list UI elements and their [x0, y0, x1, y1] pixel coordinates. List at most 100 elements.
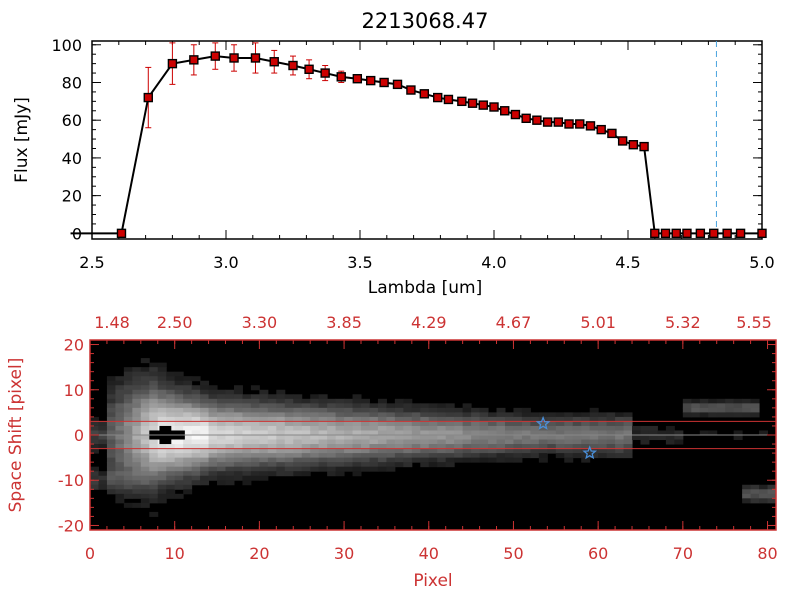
heatmap-cell — [123, 444, 133, 450]
heatmap-cell — [174, 457, 184, 463]
heatmap-cell — [90, 444, 99, 450]
heatmap-cell — [361, 421, 370, 427]
heatmap-cell — [504, 416, 514, 422]
heatmap-cell — [496, 416, 506, 422]
heatmap-cell — [233, 435, 243, 441]
heatmap-cell — [233, 416, 243, 422]
heatmap-cell — [344, 453, 354, 459]
heatmap-cell — [555, 435, 565, 441]
axis-ticks — [91, 41, 763, 239]
heatmap-cell — [149, 444, 159, 450]
heatmap-cell — [759, 489, 769, 495]
heatmap-cell — [369, 403, 379, 409]
heatmap-cell — [521, 430, 531, 436]
heatmap-cell — [632, 425, 641, 431]
heatmap-cell — [335, 421, 345, 427]
heatmap-cell — [318, 407, 328, 413]
data-point — [607, 128, 617, 139]
heatmap-cell — [183, 453, 193, 459]
heatmap-cell — [454, 439, 464, 445]
heatmap-cell — [750, 489, 760, 495]
heatmap-cell — [225, 403, 235, 409]
heatmap-cell — [140, 493, 150, 499]
heatmap-cell — [284, 439, 294, 445]
heatmap-cell — [98, 471, 108, 477]
heatmap-cell — [394, 435, 404, 441]
heatmap-cell — [242, 425, 252, 431]
heatmap-cell — [115, 407, 125, 413]
heatmap-cell — [572, 453, 582, 459]
heatmap-cell — [352, 398, 362, 404]
heatmap-cell — [225, 430, 235, 436]
heatmap-cell — [564, 435, 574, 441]
heatmap-cell — [132, 493, 142, 499]
heatmap-cell — [581, 421, 591, 427]
heatmap-cell — [183, 416, 193, 422]
heatmap-cell — [581, 412, 591, 418]
heatmap-cell — [242, 407, 252, 413]
heatmap-cell — [183, 435, 193, 441]
heatmap-cell — [301, 439, 311, 445]
heatmap-cell — [352, 471, 362, 477]
heatmap-cell — [310, 453, 320, 459]
heatmap-cell — [208, 412, 218, 418]
heatmap-cell — [471, 444, 481, 450]
heatmap-cell — [284, 453, 294, 459]
heatmap-cell — [90, 475, 99, 481]
heatmap-cell — [242, 466, 252, 472]
y-tick-label: 20 — [64, 336, 84, 355]
heatmap-cell — [742, 412, 752, 418]
heatmap-cell — [140, 448, 150, 454]
heatmap-cell — [301, 462, 311, 468]
heatmap-cell — [699, 403, 709, 409]
heatmap-cell — [115, 444, 125, 450]
heatmap-cell — [250, 403, 260, 409]
heatmap-cell — [174, 453, 184, 459]
heatmap-cell — [166, 380, 176, 386]
heatmap-cell — [149, 489, 159, 495]
heatmap-cell — [132, 407, 142, 413]
heatmap-cell — [564, 453, 574, 459]
heatmap-cell — [115, 412, 125, 418]
heatmap-cell — [657, 430, 667, 436]
heatmap-cell — [386, 425, 396, 431]
heatmap-cell — [369, 416, 379, 422]
heatmap-cell — [276, 407, 286, 413]
heatmap-cell — [267, 462, 277, 468]
heatmap-cell — [259, 430, 269, 436]
heatmap-cell — [106, 448, 116, 454]
heatmap-cell — [267, 466, 277, 472]
heatmap-cell — [166, 448, 176, 454]
heatmap-cell — [242, 394, 252, 400]
heatmap-cell — [403, 430, 413, 436]
heatmap-cell — [191, 466, 201, 472]
heatmap-cell — [183, 430, 193, 436]
heatmap-cell — [200, 403, 210, 409]
heatmap-cell — [538, 448, 548, 454]
heatmap-cell — [420, 444, 430, 450]
heatmap-cell — [301, 403, 311, 409]
heatmap-cell — [200, 466, 210, 472]
heatmap-cell — [191, 394, 201, 400]
heatmap-cell — [462, 430, 472, 436]
heatmap-cell — [250, 416, 260, 422]
x-axis-label: Lambda [um] — [368, 278, 482, 298]
heatmap-cell — [496, 430, 506, 436]
heatmap-cell — [157, 371, 167, 377]
heatmap-cell — [344, 403, 354, 409]
heatmap-cell — [115, 471, 125, 477]
heatmap-cell — [496, 448, 506, 454]
heatmap-cell — [708, 398, 718, 404]
heatmap-cell — [132, 453, 142, 459]
heatmap-cell — [149, 457, 159, 463]
heatmap-cell — [140, 430, 150, 436]
heatmap-cell — [615, 421, 625, 427]
heatmap-cell — [276, 403, 286, 409]
heatmap-cell — [623, 444, 633, 450]
heatmap-cell — [250, 453, 260, 459]
heatmap-cell — [310, 462, 320, 468]
heatmap-cell — [90, 435, 99, 441]
heatmap-cell — [115, 448, 125, 454]
data-point — [457, 96, 467, 107]
